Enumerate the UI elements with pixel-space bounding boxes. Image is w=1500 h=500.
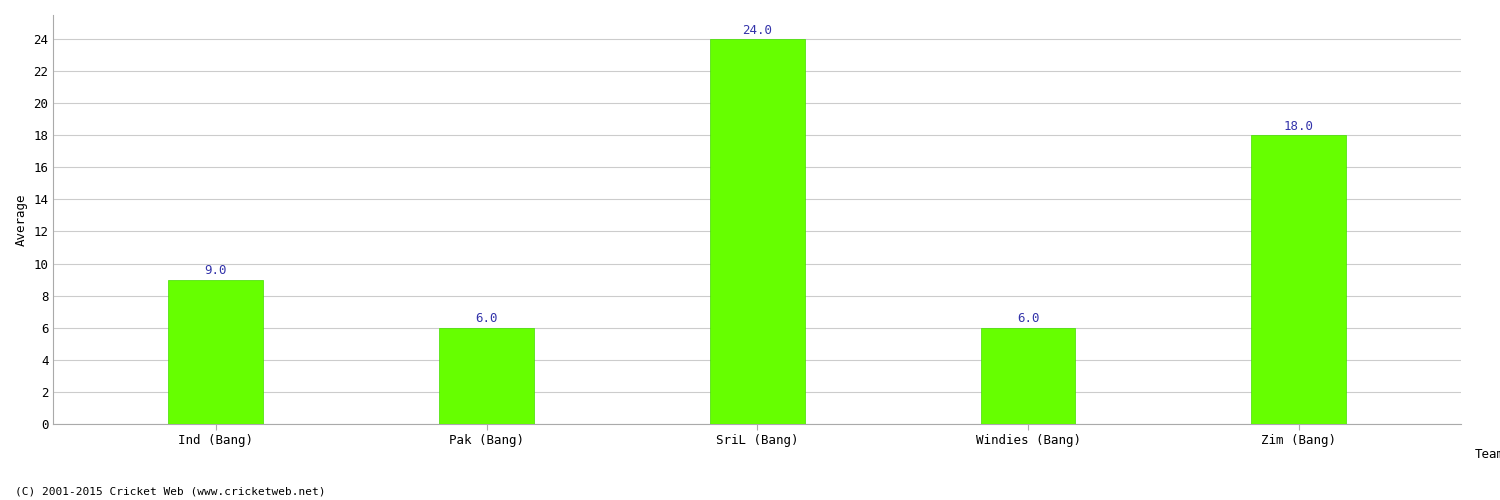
Bar bbox=[710, 39, 804, 424]
Text: 24.0: 24.0 bbox=[742, 24, 772, 36]
Text: 6.0: 6.0 bbox=[1017, 312, 1040, 326]
Bar bbox=[440, 328, 534, 424]
Text: 18.0: 18.0 bbox=[1284, 120, 1314, 133]
X-axis label: Team: Team bbox=[1474, 448, 1500, 462]
Text: (C) 2001-2015 Cricket Web (www.cricketweb.net): (C) 2001-2015 Cricket Web (www.cricketwe… bbox=[15, 487, 326, 497]
Y-axis label: Average: Average bbox=[15, 193, 28, 246]
Text: 6.0: 6.0 bbox=[476, 312, 498, 326]
Text: 9.0: 9.0 bbox=[204, 264, 226, 277]
Bar bbox=[1251, 136, 1346, 424]
Bar bbox=[168, 280, 262, 424]
Bar bbox=[981, 328, 1076, 424]
